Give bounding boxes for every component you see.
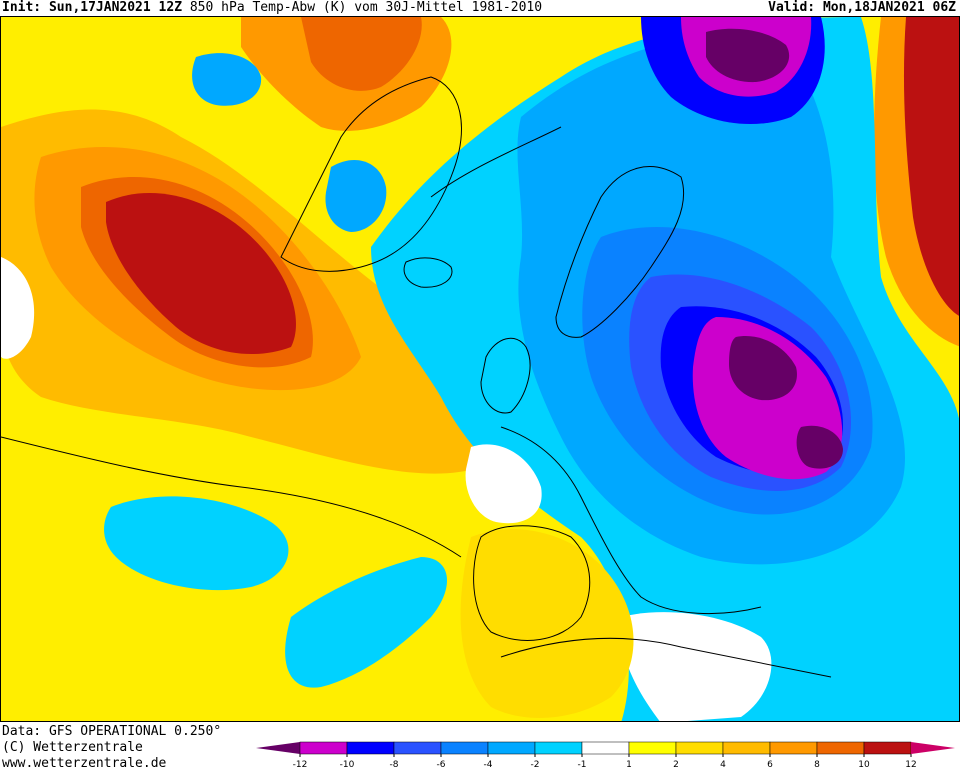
legend-tick-label: -8 bbox=[390, 760, 399, 770]
warm-anomaly-max-west bbox=[106, 193, 296, 355]
warm-anomaly-greenland-core bbox=[301, 17, 422, 91]
legend-tick-label: -12 bbox=[293, 760, 308, 770]
legend-swatch bbox=[722, 741, 771, 755]
credits-data-source: Data: GFS OPERATIONAL 0.250° bbox=[2, 724, 222, 739]
legend-tick-label: 12 bbox=[905, 760, 916, 770]
legend-tick-label: -4 bbox=[484, 760, 493, 770]
cold-anomaly-atlantic-central bbox=[285, 557, 448, 688]
neutral-region-mediterranean bbox=[620, 612, 772, 721]
legend-swatch bbox=[534, 741, 583, 755]
coastline-iceland bbox=[403, 257, 453, 288]
legend-tick-label: 6 bbox=[767, 760, 773, 770]
coastline-europe-west bbox=[500, 426, 762, 615]
cold-anomaly-core-europe-south bbox=[796, 425, 843, 469]
map-footer: Data: GFS OPERATIONAL 0.250° (C) Wetterz… bbox=[0, 722, 962, 774]
header-left: Init: Sun,17JAN2021 12Z 850 hPa Temp-Abw… bbox=[2, 0, 542, 16]
temperature-anomaly-map bbox=[1, 17, 959, 721]
cold-anomaly-arctic-core bbox=[706, 28, 790, 83]
coastline-africa-north bbox=[500, 637, 832, 678]
legend-swatch bbox=[863, 741, 912, 755]
valid-label: Valid: bbox=[768, 0, 816, 15]
legend-tick-label: 2 bbox=[673, 760, 679, 770]
map-frame bbox=[0, 16, 960, 722]
init-value: Sun,17JAN2021 12Z bbox=[48, 0, 183, 15]
cold-anomaly-greenland-east bbox=[325, 159, 387, 232]
cold-anomaly-core-europe-north bbox=[729, 336, 797, 401]
coastline-british-isles bbox=[480, 337, 531, 414]
legend-tick-label: -2 bbox=[531, 760, 540, 770]
legend-tick-label: 1 bbox=[626, 760, 632, 770]
coastline-greenland bbox=[280, 76, 462, 272]
coastlines bbox=[1, 76, 832, 678]
legend-swatch bbox=[346, 741, 395, 755]
product-title: 850 hPa Temp-Abw (K) vom 30J-Mittel 1981… bbox=[189, 0, 543, 15]
legend-tick-label: 4 bbox=[720, 760, 726, 770]
legend-swatch bbox=[675, 741, 724, 755]
legend-tick-label: -1 bbox=[578, 760, 587, 770]
legend-swatch bbox=[487, 741, 536, 755]
color-legend: -12 -10 -8 -6 -4 -2 -1 1 2 4 6 8 10 12 bbox=[256, 741, 955, 770]
legend-tick-label: -6 bbox=[437, 760, 446, 770]
credits-website: www.wetterzentrale.de bbox=[2, 756, 167, 771]
legend-high-end bbox=[911, 742, 955, 754]
legend-tick-label: 8 bbox=[814, 760, 820, 770]
header-right: Valid: Mon,18JAN2021 06Z bbox=[768, 0, 956, 16]
warm-anomaly-iberia bbox=[460, 529, 634, 718]
legend-low-end bbox=[256, 742, 300, 754]
warm-anomaly-east-core bbox=[903, 17, 959, 316]
neutral-region-west-edge bbox=[1, 257, 35, 359]
cold-anomaly-atlantic-west bbox=[104, 496, 289, 591]
map-header: Init: Sun,17JAN2021 12Z 850 hPa Temp-Abw… bbox=[0, 0, 962, 16]
contour-line-atlantic bbox=[1, 436, 462, 558]
cold-anomaly-canada-north bbox=[192, 53, 262, 106]
credits-block: Data: GFS OPERATIONAL 0.250° (C) Wetterz… bbox=[2, 724, 221, 772]
contour-line-north-atlantic bbox=[430, 126, 562, 198]
legend-tick-label: -10 bbox=[340, 760, 355, 770]
coastline-scandinavia bbox=[555, 166, 685, 338]
legend-swatch bbox=[769, 741, 818, 755]
init-label: Init: bbox=[2, 0, 42, 15]
legend-swatch bbox=[440, 741, 489, 755]
valid-value: Mon,18JAN2021 06Z bbox=[822, 0, 956, 15]
credits-copyright: (C) Wetterzentrale bbox=[2, 740, 143, 755]
legend-swatch bbox=[816, 741, 865, 755]
legend-swatch bbox=[393, 741, 442, 755]
neutral-region-iberia-coast bbox=[465, 444, 542, 524]
coastline-iberia bbox=[473, 525, 591, 641]
legend-swatch bbox=[628, 741, 677, 755]
legend-tick-label: 10 bbox=[858, 760, 870, 770]
legend-swatch bbox=[581, 741, 630, 755]
legend-swatch bbox=[299, 741, 348, 755]
